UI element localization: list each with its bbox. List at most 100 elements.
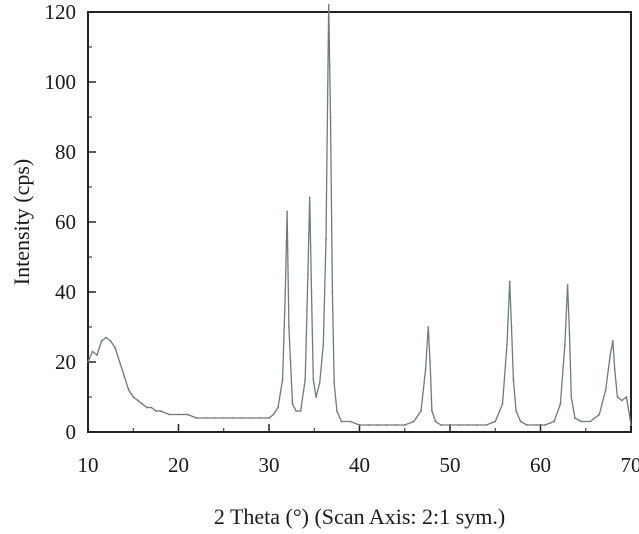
x-axis-title: 2 Theta (°) (Scan Axis: 2:1 sym.) [214, 504, 505, 529]
data-point [544, 424, 546, 426]
y-tick-label: 20 [55, 350, 76, 374]
data-point [307, 273, 309, 276]
data-point [519, 420, 522, 423]
data-point [145, 406, 148, 409]
data-point [431, 410, 433, 412]
data-point [376, 424, 379, 426]
data-point [127, 389, 130, 391]
data-point [385, 424, 388, 426]
data-point [424, 368, 427, 370]
data-point [91, 350, 94, 353]
x-tick-label: 10 [78, 453, 99, 477]
data-point [329, 116, 332, 118]
data-point [335, 410, 338, 412]
data-point [467, 424, 469, 426]
data-point [440, 424, 442, 426]
data-point [114, 347, 117, 349]
x-tick-label: 70 [621, 453, 639, 477]
data-point [295, 410, 298, 412]
y-tick-label: 0 [66, 420, 77, 444]
data-point [412, 420, 415, 423]
data-point [333, 382, 336, 384]
data-point [105, 336, 107, 339]
data-point [281, 378, 284, 381]
x-tick-label: 60 [530, 453, 551, 477]
y-tick-label: 80 [55, 140, 76, 164]
data-point [96, 354, 98, 356]
data-point [515, 410, 517, 412]
data-point [308, 196, 311, 199]
data-point [318, 382, 321, 384]
data-point [403, 424, 406, 426]
data-points [87, 4, 632, 426]
data-point [284, 291, 287, 293]
x-tick-label: 50 [440, 453, 461, 477]
series-line [87, 4, 632, 426]
data-point [598, 413, 601, 416]
data-point [240, 417, 243, 419]
data-point [250, 417, 252, 419]
data-point [604, 389, 607, 391]
data-point [394, 424, 397, 426]
data-point [625, 396, 628, 398]
data-point [272, 413, 275, 416]
x-tick-label: 40 [349, 453, 370, 477]
data-point [186, 413, 189, 416]
data-point [512, 378, 515, 381]
data-point [613, 368, 616, 370]
plot-frame [87, 11, 632, 433]
data-point [358, 424, 361, 426]
data-point [268, 417, 270, 419]
data-point [476, 424, 479, 426]
data-point [118, 361, 121, 363]
data-point [87, 361, 89, 363]
y-axis-title: Intensity (cps) [9, 159, 34, 285]
data-point [331, 291, 334, 293]
data-point [429, 361, 431, 363]
data-point [288, 326, 290, 328]
y-tick-label: 40 [55, 280, 76, 304]
data-point [485, 424, 488, 426]
data-point [449, 424, 451, 426]
data-point [312, 378, 315, 381]
data-point [259, 417, 261, 419]
data-point [501, 403, 504, 405]
data-point [322, 343, 325, 346]
data-point [154, 410, 157, 412]
data-point [559, 403, 562, 405]
data-point [136, 399, 139, 402]
data-point [508, 280, 511, 283]
data-point [564, 343, 566, 346]
data-point [299, 410, 302, 412]
data-point [427, 326, 430, 328]
data-point [325, 238, 327, 241]
data-point [609, 354, 612, 356]
data-point [222, 417, 225, 419]
data-point [589, 420, 592, 423]
data-point [213, 417, 216, 419]
x-axis: 10 20 30 40 50 60 70 [78, 424, 639, 477]
data-point [204, 417, 207, 419]
data-point [327, 4, 330, 6]
data-point [177, 413, 180, 416]
data-point [141, 403, 144, 405]
data-point [573, 417, 576, 419]
data-point [150, 406, 153, 409]
data-point [231, 417, 234, 419]
data-point [568, 333, 571, 335]
x-tick-label: 20 [168, 453, 189, 477]
data-point [580, 420, 583, 423]
data-point [566, 284, 569, 286]
data-point [535, 424, 537, 426]
data-point [510, 326, 513, 328]
plot-area: 10 20 30 40 50 60 70 0 20 40 60 80 100 120 [45, 0, 639, 477]
data-point [349, 420, 352, 423]
data-point [367, 424, 370, 426]
data-point [434, 420, 437, 423]
data-point [570, 396, 573, 398]
data-point [132, 396, 135, 398]
data-point [195, 417, 198, 419]
y-tick-label: 60 [55, 210, 76, 234]
data-point [304, 378, 307, 381]
